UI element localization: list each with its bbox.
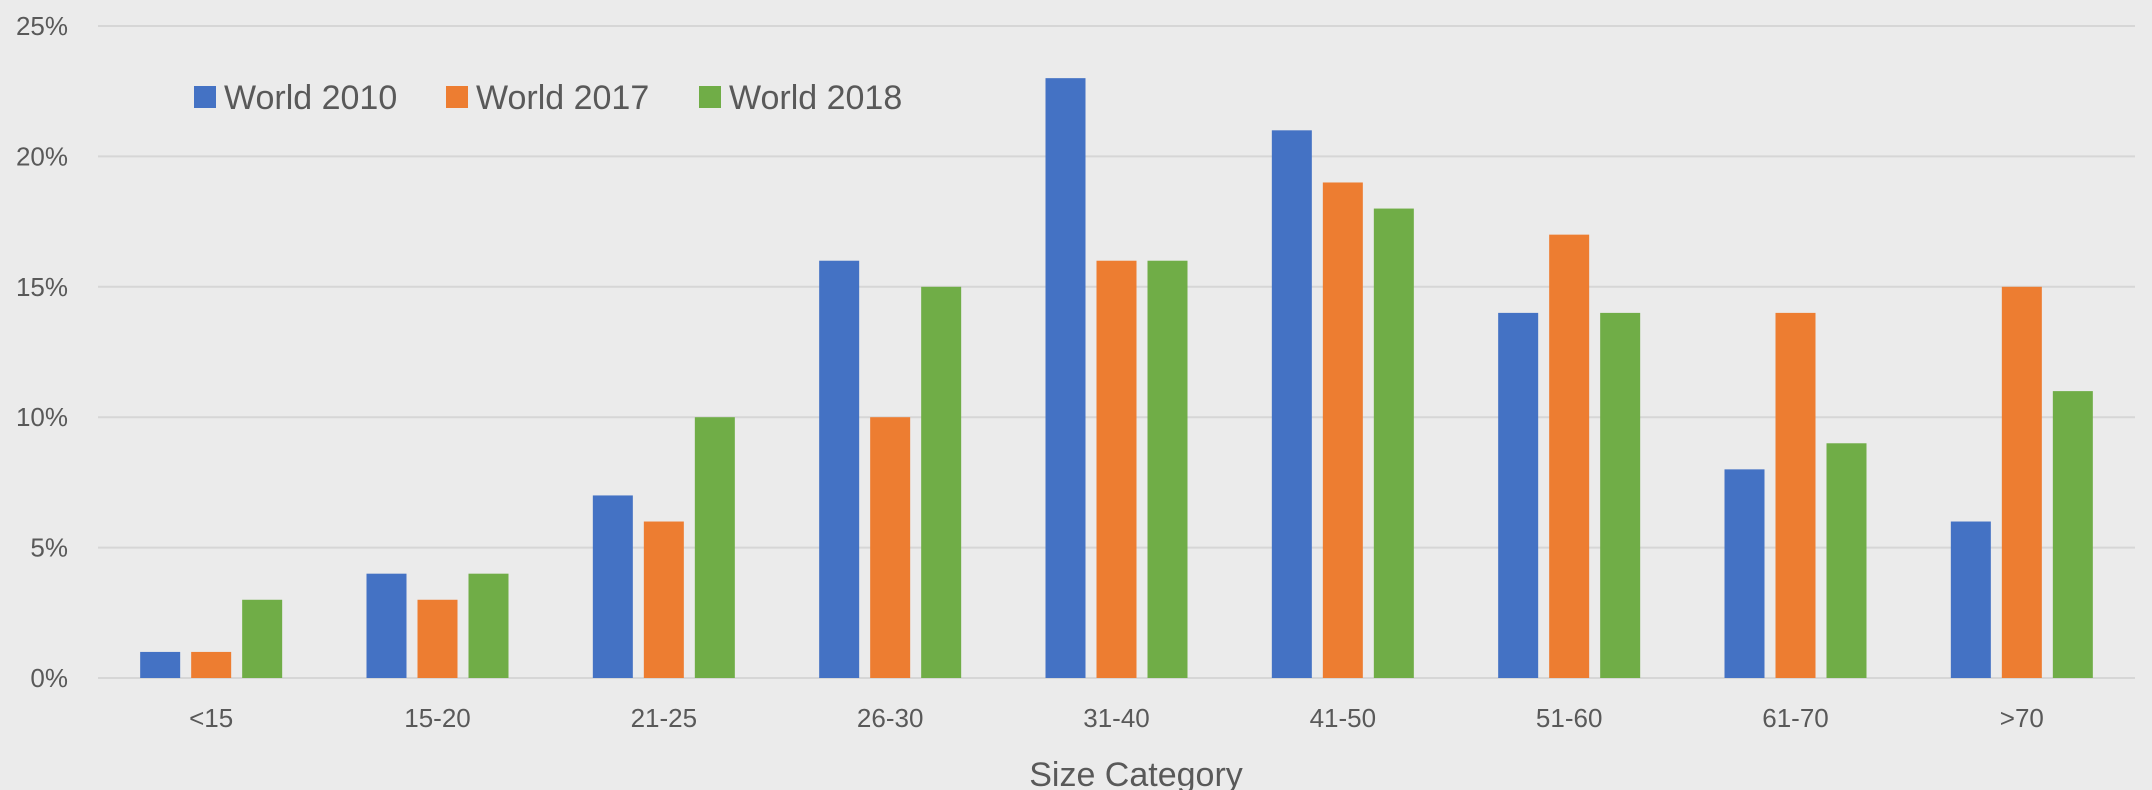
bar-world-2010-0 bbox=[140, 651, 181, 678]
bar-world-2017-1 bbox=[417, 599, 458, 678]
y-axis-ticks: 0% 5% 10% 15% 20% 25% bbox=[16, 11, 68, 693]
bar-world-2010-6 bbox=[1498, 312, 1539, 678]
bar-world-2018-2 bbox=[694, 417, 735, 678]
bar-world-2018-1 bbox=[468, 573, 509, 678]
bar-world-2018-5 bbox=[1373, 208, 1414, 678]
legend-label: World 2010 bbox=[224, 79, 397, 117]
bar-world-2010-5 bbox=[1271, 130, 1312, 678]
bar-world-2018-7 bbox=[1826, 443, 1867, 678]
y-tick-label: 15% bbox=[16, 272, 68, 302]
x-tick-label: 15-20 bbox=[404, 703, 471, 733]
bars-layer bbox=[140, 78, 2093, 679]
bar-world-2010-4 bbox=[1045, 78, 1086, 678]
y-tick-label: 10% bbox=[16, 402, 68, 432]
bar-world-2018-0 bbox=[242, 599, 283, 678]
legend-swatch bbox=[194, 86, 216, 108]
bar-world-2010-1 bbox=[366, 573, 407, 678]
legend-swatch bbox=[699, 86, 721, 108]
x-tick-label: 21-25 bbox=[631, 703, 698, 733]
y-tick-label: 20% bbox=[16, 141, 68, 171]
y-tick-label: 5% bbox=[30, 533, 68, 563]
bar-world-2018-3 bbox=[921, 286, 962, 678]
bar-world-2010-8 bbox=[1950, 521, 1991, 678]
legend: World 2010 World 2017 World 2018 bbox=[194, 79, 902, 117]
x-tick-label: >70 bbox=[2000, 703, 2044, 733]
x-axis-label: Size Category bbox=[1029, 756, 1243, 790]
legend-label: World 2017 bbox=[476, 79, 649, 117]
bar-world-2010-7 bbox=[1724, 469, 1765, 678]
bar-world-2017-0 bbox=[191, 651, 232, 678]
x-tick-label: 41-50 bbox=[1310, 703, 1377, 733]
bar-world-2018-4 bbox=[1147, 260, 1188, 678]
legend-label: World 2018 bbox=[729, 79, 902, 117]
bar-world-2017-5 bbox=[1322, 182, 1363, 679]
x-tick-label: 26-30 bbox=[857, 703, 924, 733]
x-axis-ticks: <15 15-20 21-25 26-30 31-40 41-50 51-60 61-70 >7… bbox=[189, 703, 2044, 733]
x-tick-label: <15 bbox=[189, 703, 233, 733]
bar-world-2017-3 bbox=[870, 417, 911, 678]
y-tick-label: 0% bbox=[30, 663, 68, 693]
x-tick-label: 51-60 bbox=[1536, 703, 1603, 733]
bar-world-2010-3 bbox=[819, 260, 860, 678]
legend-swatch bbox=[446, 86, 468, 108]
bar-world-2017-7 bbox=[1775, 312, 1816, 678]
bar-world-2017-2 bbox=[643, 521, 684, 678]
bar-world-2017-8 bbox=[2001, 286, 2042, 678]
bar-world-2017-4 bbox=[1096, 260, 1137, 678]
bar-world-2018-6 bbox=[1600, 312, 1641, 678]
bar-world-2018-8 bbox=[2052, 391, 2093, 678]
x-tick-label: 31-40 bbox=[1083, 703, 1150, 733]
y-tick-label: 25% bbox=[16, 11, 68, 41]
bar-world-2010-2 bbox=[592, 495, 633, 678]
x-tick-label: 61-70 bbox=[1762, 703, 1829, 733]
bar-world-2017-6 bbox=[1549, 234, 1590, 678]
